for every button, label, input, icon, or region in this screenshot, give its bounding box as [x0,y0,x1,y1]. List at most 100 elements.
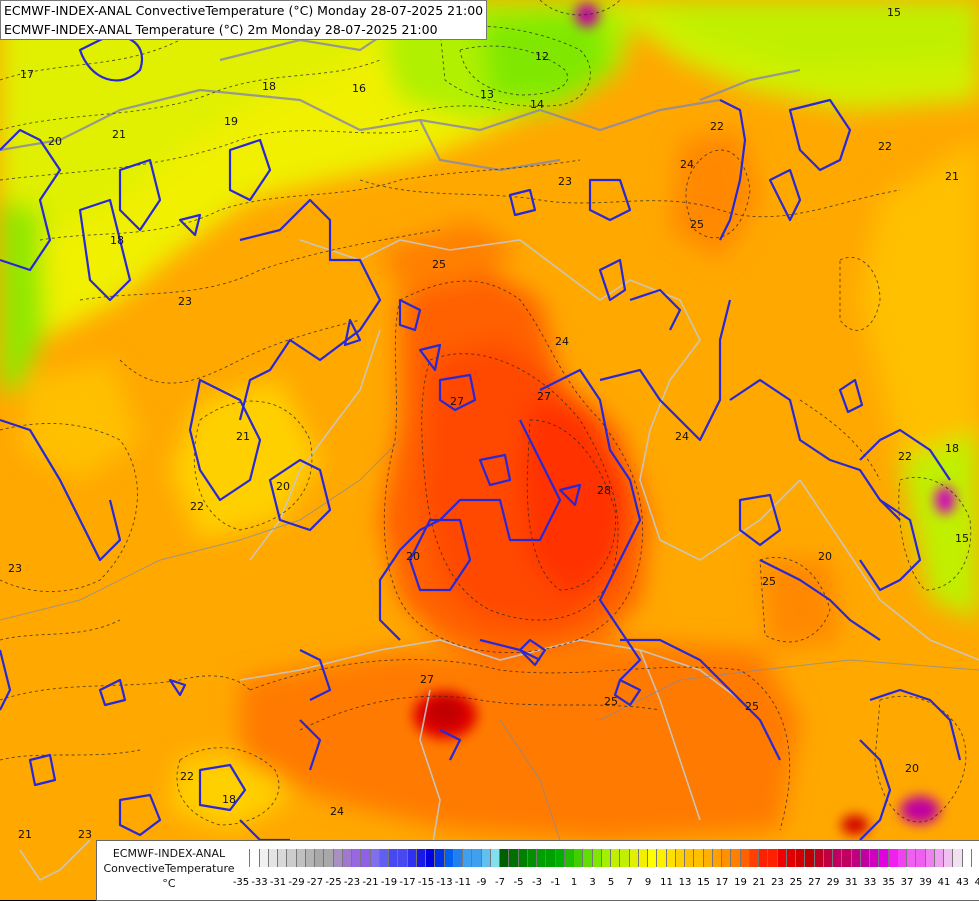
legend-title-model: ECMWF-INDEX-ANAL [112,847,226,860]
contour-label: 25 [762,575,776,588]
legend-tick-label: 35 [882,877,895,888]
contour-label: 23 [558,175,572,188]
legend-swatch [481,849,491,867]
legend-swatch [638,849,648,867]
legend-swatch [583,849,593,867]
legend-swatch [592,849,602,867]
contour-label: 22 [710,120,724,133]
legend-swatch [879,849,889,867]
legend-swatch [509,849,519,867]
contour-label: 18 [262,80,276,93]
legend-swatch [426,849,436,867]
legend-swatch [315,849,325,867]
legend-swatch [833,849,843,867]
legend-tick-label: 21 [752,877,766,888]
contour-label: 24 [555,335,569,348]
contour-label: 21 [945,170,959,183]
legend-swatch [500,849,510,867]
legend-swatch [324,849,334,867]
contour-label: 23 [8,562,22,575]
legend-swatch [768,849,778,867]
legend-swatch [694,849,704,867]
legend-tick-label: -31 [269,877,287,888]
legend-swatch [416,849,426,867]
legend-swatch [546,849,556,867]
contour-label: 22 [898,450,912,463]
legend-tick-label: 37 [900,877,914,888]
contour-label: 13 [480,88,494,101]
legend-swatch [620,849,630,867]
legend-tick-label: -33 [251,877,268,888]
contour-label: 20 [818,550,832,563]
legend-tick-label: 45 [974,877,979,888]
legend-tick-label: 29 [826,877,840,888]
legend-tick-label: 13 [678,877,692,888]
legend-swatch [897,849,907,867]
legend-swatch [953,849,963,867]
legend-swatch [463,849,473,867]
contour-label: 23 [178,295,192,308]
contour-label: 19 [224,115,238,128]
legend-tick-label: -7 [495,877,505,888]
contour-labels: 17 18 19 20 21 18 16 13 14 12 15 23 24 2… [8,6,969,841]
legend-tick-label: -21 [362,877,379,888]
legend-tick-label: 17 [715,877,729,888]
legend-swatch [860,849,870,867]
river-lines [0,439,979,841]
contour-label: 24 [330,805,344,818]
legend-swatch [934,849,944,867]
legend-swatch [352,849,362,867]
legend-swatch [278,849,288,867]
legend-swatch [657,849,667,867]
legend-swatch [823,849,833,867]
contour-label: 15 [887,6,901,19]
legend-swatch [925,849,935,867]
legend-swatch [722,849,732,867]
convective-contours [0,35,962,842]
legend-swatch [740,849,750,867]
contour-label: 25 [604,695,618,708]
legend-tick-label: -15 [417,877,435,888]
contour-label: 20 [48,135,62,148]
temperature-contours [0,0,972,831]
legend-tick-label: -11 [454,877,472,888]
legend-tick-label: -1 [550,877,561,888]
legend-color-bar [241,849,979,867]
map-title: ECMWF-INDEX-ANAL ConvectiveTemperature (… [0,0,488,40]
legend-tick-label: -9 [476,877,487,888]
legend-tick-label: 43 [956,877,969,888]
legend-swatch [842,849,852,867]
contour-label: 27 [537,390,551,403]
legend-swatch [805,849,815,867]
contour-label: 24 [675,430,689,443]
legend-swatch [685,849,695,867]
legend-swatch [712,849,722,867]
contour-label: 18 [222,793,236,806]
legend-swatch [564,849,574,867]
contour-label: 17 [20,68,34,81]
color-legend: ECMWF-INDEX-ANAL ConvectiveTemperature °… [96,840,979,901]
legend-swatch [574,849,584,867]
legend-swatch [749,849,759,867]
legend-swatch [870,849,880,867]
legend-swatch [648,849,658,867]
legend-swatch [851,849,861,867]
legend-swatch [250,849,260,867]
legend-tick-label: 1 [570,877,578,888]
legend-swatch [444,849,454,867]
legend-swatch [814,849,824,867]
legend-swatch [490,849,500,867]
legend-swatch [296,849,306,867]
contour-label: 28 [597,484,611,497]
legend-swatch [703,849,713,867]
legend-tick-label: -29 [288,877,305,888]
contour-label: 12 [535,50,549,63]
contour-label: 25 [432,258,446,271]
legend-swatch [333,849,343,867]
legend-swatch [962,849,972,867]
legend-swatch [601,849,611,867]
legend-swatch [759,849,769,867]
legend-swatch [777,849,787,867]
legend-swatch [361,849,371,867]
legend-tick-label: 25 [789,877,803,888]
